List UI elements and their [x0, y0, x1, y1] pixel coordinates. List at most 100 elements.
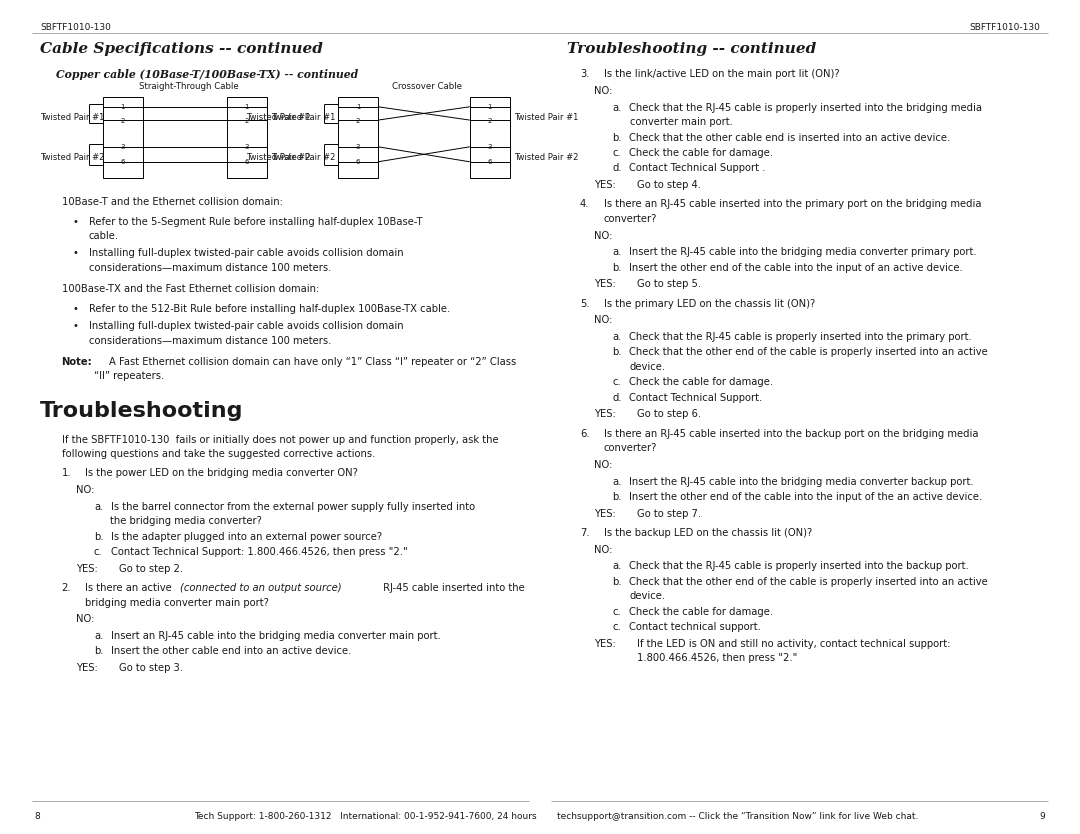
Text: Go to step 6.: Go to step 6. [637, 409, 701, 420]
Text: a.: a. [94, 502, 104, 511]
Text: •: • [72, 321, 78, 331]
Text: Insert the other end of the cable into the input of the an active device.: Insert the other end of the cable into t… [629, 492, 982, 502]
Text: YES:: YES: [594, 509, 616, 519]
Text: Cable Specifications -- continued: Cable Specifications -- continued [40, 42, 323, 56]
Text: Is the adapter plugged into an external power source?: Is the adapter plugged into an external … [111, 532, 382, 541]
Text: Check the cable for damage.: Check the cable for damage. [629, 607, 772, 616]
Text: NO:: NO: [76, 485, 94, 495]
Text: Twisted Pair #2: Twisted Pair #2 [246, 153, 311, 162]
Text: c.: c. [612, 607, 621, 616]
Text: 1: 1 [244, 104, 249, 110]
Text: following questions and take the suggested corrective actions.: following questions and take the suggest… [62, 450, 375, 459]
Text: Is the primary LED on the chassis lit (ON)?: Is the primary LED on the chassis lit (O… [604, 299, 815, 309]
Text: Insert the other cable end into an active device.: Insert the other cable end into an activ… [111, 646, 352, 656]
Text: Insert the RJ-45 cable into the bridging media converter backup port.: Insert the RJ-45 cable into the bridging… [629, 477, 973, 486]
Text: Go to step 3.: Go to step 3. [119, 663, 183, 673]
Text: considerations—maximum distance 100 meters.: considerations—maximum distance 100 mete… [89, 336, 330, 345]
Text: •: • [72, 304, 78, 314]
Text: YES:: YES: [594, 639, 616, 649]
Text: Installing full-duplex twisted-pair cable avoids collision domain: Installing full-duplex twisted-pair cabl… [89, 321, 403, 331]
Text: d.: d. [612, 393, 622, 403]
Text: 6: 6 [244, 159, 249, 165]
Text: converter?: converter? [604, 444, 657, 453]
Text: 9: 9 [1040, 812, 1045, 821]
Text: 6: 6 [487, 159, 492, 165]
Text: 5.: 5. [580, 299, 590, 309]
Text: “II” repeaters.: “II” repeaters. [94, 371, 164, 381]
Text: 3.: 3. [580, 69, 590, 79]
Text: 3: 3 [120, 144, 125, 150]
Text: 7.: 7. [580, 528, 590, 538]
Text: Is the backup LED on the chassis lit (ON)?: Is the backup LED on the chassis lit (ON… [604, 528, 812, 538]
Text: c.: c. [612, 148, 621, 158]
Text: A Fast Ethernet collision domain can have only “1” Class “I” repeater or “2” Cla: A Fast Ethernet collision domain can hav… [109, 357, 516, 366]
Text: Contact Technical Support.: Contact Technical Support. [629, 393, 761, 403]
Text: Is there an RJ-45 cable inserted into the backup port on the bridging media: Is there an RJ-45 cable inserted into th… [604, 429, 978, 439]
Text: bridging media converter main port?: bridging media converter main port? [85, 598, 269, 607]
Text: NO:: NO: [594, 545, 612, 555]
Text: 6: 6 [120, 159, 125, 165]
Text: 4.: 4. [580, 199, 590, 209]
Text: a.: a. [612, 103, 622, 113]
Text: 100Base-TX and the Fast Ethernet collision domain:: 100Base-TX and the Fast Ethernet collisi… [62, 284, 319, 294]
Text: Twisted Pair #1: Twisted Pair #1 [40, 113, 105, 122]
Text: NO:: NO: [76, 615, 94, 624]
Text: YES:: YES: [594, 279, 616, 289]
Text: NO:: NO: [594, 86, 612, 96]
Text: YES:: YES: [76, 564, 97, 574]
Bar [103, 97, 143, 178]
Text: YES:: YES: [594, 409, 616, 420]
Text: Straight-Through Cable: Straight-Through Cable [139, 82, 239, 91]
Bar [227, 97, 267, 178]
Text: Refer to the 5-Segment Rule before installing half-duplex 10Base-T: Refer to the 5-Segment Rule before insta… [89, 217, 422, 227]
Text: NO:: NO: [594, 460, 612, 470]
Text: 3: 3 [244, 144, 249, 150]
Text: NO:: NO: [594, 231, 612, 240]
Text: NO:: NO: [594, 315, 612, 325]
Text: 1: 1 [355, 104, 361, 110]
Bar [470, 97, 510, 178]
Text: Check that the RJ-45 cable is properly inserted into the backup port.: Check that the RJ-45 cable is properly i… [629, 561, 969, 571]
Text: Tech Support: 1-800-260-1312   International: 00-1-952-941-7600, 24 hours: Tech Support: 1-800-260-1312 Internation… [194, 812, 537, 821]
Text: Contact Technical Support .: Contact Technical Support . [629, 163, 765, 173]
Text: 6.: 6. [580, 429, 590, 439]
Text: Go to step 7.: Go to step 7. [637, 509, 701, 519]
Text: a.: a. [612, 477, 622, 486]
Text: Is the barrel connector from the external power supply fully inserted into: Is the barrel connector from the externa… [111, 502, 475, 511]
Text: Insert the RJ-45 cable into the bridging media converter primary port.: Insert the RJ-45 cable into the bridging… [629, 247, 976, 257]
Text: a.: a. [612, 561, 622, 571]
Text: Is the power LED on the bridging media converter ON?: Is the power LED on the bridging media c… [85, 469, 359, 478]
Text: Troubleshooting -- continued: Troubleshooting -- continued [567, 42, 816, 56]
Text: considerations—maximum distance 100 meters.: considerations—maximum distance 100 mete… [89, 263, 330, 273]
Text: the bridging media converter?: the bridging media converter? [110, 516, 262, 526]
Text: Go to step 4.: Go to step 4. [637, 180, 701, 190]
Text: Is there an active: Is there an active [85, 583, 175, 593]
Text: a.: a. [612, 332, 622, 342]
Text: Check that the RJ-45 cable is properly inserted into the primary port.: Check that the RJ-45 cable is properly i… [629, 332, 971, 342]
Text: SBFTF1010-130: SBFTF1010-130 [40, 23, 111, 33]
Text: If the LED is ON and still no activity, contact technical support:: If the LED is ON and still no activity, … [637, 639, 950, 649]
Text: Contact technical support.: Contact technical support. [629, 622, 760, 632]
Text: 2: 2 [244, 118, 249, 123]
Text: 6: 6 [355, 159, 361, 165]
Text: c.: c. [612, 622, 621, 632]
Text: converter?: converter? [604, 214, 657, 224]
Text: Check that the other cable end is inserted into an active device.: Check that the other cable end is insert… [629, 133, 949, 143]
Text: device.: device. [630, 591, 665, 601]
Text: techsupport@transition.com -- Click the “Transition Now” link for live Web chat.: techsupport@transition.com -- Click the … [557, 812, 919, 821]
Text: b.: b. [612, 347, 622, 357]
Text: d.: d. [612, 163, 622, 173]
Text: a.: a. [94, 631, 104, 641]
Text: Check that the RJ-45 cable is properly inserted into the bridging media: Check that the RJ-45 cable is properly i… [629, 103, 982, 113]
Text: 3: 3 [487, 144, 492, 150]
Text: 10Base-T and the Ethernet collision domain:: 10Base-T and the Ethernet collision doma… [62, 197, 283, 207]
Text: b.: b. [94, 646, 104, 656]
Bar [338, 97, 378, 178]
Text: 2.: 2. [62, 583, 71, 593]
Text: Troubleshooting: Troubleshooting [40, 401, 243, 421]
Text: (connected to an output source): (connected to an output source) [180, 583, 342, 593]
Text: 8: 8 [35, 812, 40, 821]
Text: b.: b. [94, 532, 104, 541]
Text: Contact Technical Support: 1.800.466.4526, then press "2.": Contact Technical Support: 1.800.466.452… [111, 547, 408, 557]
Text: Check the cable for damage.: Check the cable for damage. [629, 377, 772, 387]
